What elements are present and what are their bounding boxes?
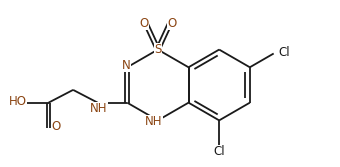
- Text: S: S: [154, 43, 162, 56]
- Text: O: O: [52, 120, 61, 133]
- Text: N: N: [122, 59, 131, 72]
- Text: HO: HO: [9, 95, 27, 108]
- Text: NH: NH: [90, 102, 107, 115]
- Text: Cl: Cl: [279, 46, 290, 59]
- Text: O: O: [139, 17, 149, 30]
- Text: Cl: Cl: [214, 145, 225, 158]
- Text: O: O: [167, 17, 176, 30]
- Text: NH: NH: [145, 115, 163, 128]
